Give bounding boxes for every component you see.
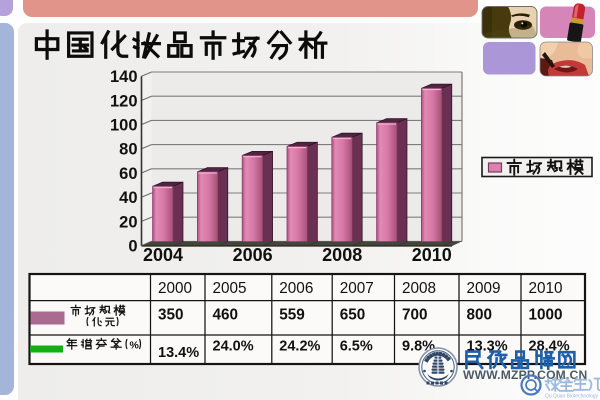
svg-text:80: 80 — [119, 141, 137, 159]
svg-text:2008: 2008 — [402, 280, 436, 297]
svg-text:2007: 2007 — [340, 280, 374, 297]
svg-text:24.2%: 24.2% — [279, 339, 320, 355]
svg-text:2004: 2004 — [143, 245, 183, 265]
svg-text:28.4%: 28.4% — [529, 339, 570, 355]
svg-text:100: 100 — [110, 117, 138, 135]
svg-text:2006: 2006 — [279, 280, 313, 297]
svg-text:0: 0 — [128, 238, 137, 256]
svg-text:20: 20 — [119, 213, 137, 231]
svg-text:6.5%: 6.5% — [340, 339, 373, 355]
svg-text:2010: 2010 — [412, 245, 452, 265]
svg-text:700: 700 — [402, 307, 428, 324]
svg-text:650: 650 — [340, 307, 366, 324]
svg-text:120: 120 — [110, 92, 138, 110]
svg-text:13.4%: 13.4% — [158, 345, 199, 361]
svg-text:40: 40 — [119, 189, 137, 207]
svg-text:9.8%: 9.8% — [402, 339, 435, 355]
svg-text:800: 800 — [467, 307, 493, 324]
svg-text:2005: 2005 — [213, 280, 247, 297]
svg-text:%: % — [130, 340, 140, 352]
svg-text:1000: 1000 — [529, 307, 563, 324]
svg-text:60: 60 — [119, 165, 137, 183]
svg-text:140: 140 — [110, 68, 138, 86]
svg-text:24.0%: 24.0% — [213, 339, 254, 355]
svg-text:2008: 2008 — [322, 245, 362, 265]
svg-text:350: 350 — [158, 307, 184, 324]
svg-text:559: 559 — [279, 307, 305, 324]
svg-text:2006: 2006 — [233, 245, 273, 265]
svg-text:WWW.MZPP.COM.CN: WWW.MZPP.COM.CN — [463, 368, 587, 382]
svg-text:Qu Quan Biotechnology: Qu Quan Biotechnology — [545, 394, 599, 400]
svg-text:2000: 2000 — [158, 280, 192, 297]
svg-text:2009: 2009 — [467, 280, 501, 297]
svg-text:2010: 2010 — [529, 280, 563, 297]
svg-text:460: 460 — [213, 307, 239, 324]
